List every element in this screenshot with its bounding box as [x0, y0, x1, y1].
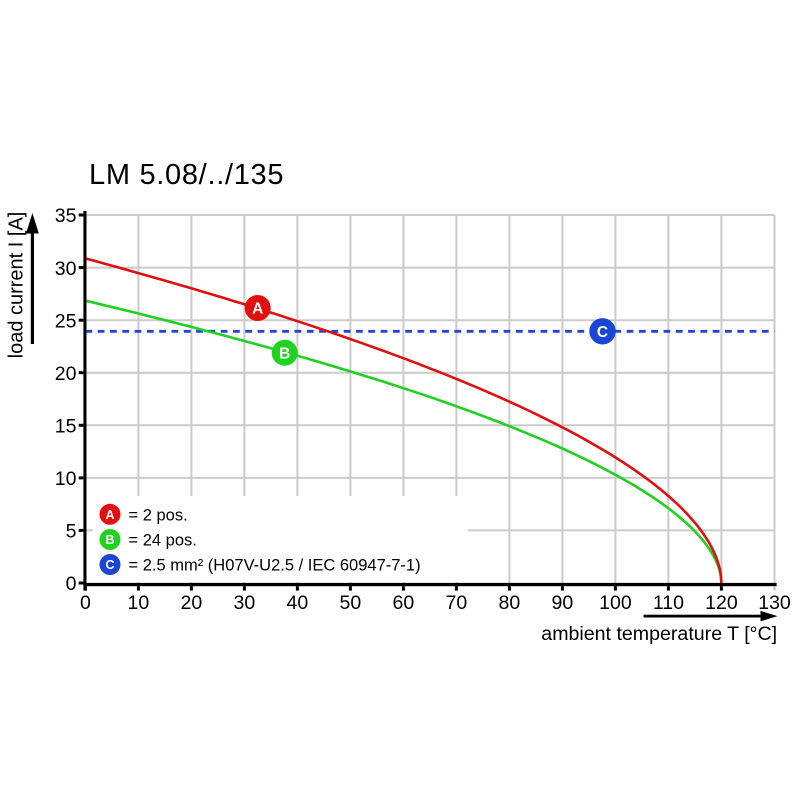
svg-text:C: C [105, 558, 114, 572]
svg-text:0: 0 [66, 573, 77, 595]
svg-text:C: C [597, 324, 608, 341]
svg-text:110: 110 [653, 592, 684, 614]
svg-text:80: 80 [499, 592, 521, 614]
svg-text:15: 15 [55, 416, 77, 438]
svg-text:120: 120 [705, 592, 738, 614]
svg-text:load current I [A]: load current I [A] [6, 212, 28, 359]
svg-text:B: B [279, 345, 290, 362]
svg-text:0: 0 [80, 592, 91, 614]
svg-text:100: 100 [599, 592, 632, 614]
svg-text:30: 30 [234, 592, 256, 614]
svg-text:A: A [252, 301, 263, 318]
svg-text:50: 50 [340, 592, 362, 614]
svg-text:10: 10 [128, 592, 150, 614]
svg-text:70: 70 [446, 592, 468, 614]
svg-text:= 2.5 mm² (H07V-U2.5 / IEC 609: = 2.5 mm² (H07V-U2.5 / IEC 60947-7-1) [129, 557, 421, 575]
svg-text:ambient temperature T [°C]: ambient temperature T [°C] [541, 623, 777, 645]
svg-text:40: 40 [287, 592, 309, 614]
svg-text:35: 35 [55, 205, 77, 227]
svg-text:A: A [105, 508, 114, 522]
svg-text:= 24 pos.: = 24 pos. [129, 532, 197, 550]
svg-text:5: 5 [66, 521, 77, 543]
svg-text:B: B [105, 533, 114, 547]
svg-text:20: 20 [55, 363, 77, 385]
svg-text:20: 20 [181, 592, 203, 614]
svg-text:90: 90 [552, 592, 574, 614]
svg-text:LM 5.08/../135: LM 5.08/../135 [89, 159, 284, 191]
svg-text:10: 10 [55, 468, 77, 490]
svg-text:30: 30 [55, 258, 77, 280]
svg-text:60: 60 [393, 592, 415, 614]
svg-text:25: 25 [55, 310, 77, 332]
svg-text:= 2 pos.: = 2 pos. [129, 506, 188, 524]
svg-text:130: 130 [758, 592, 791, 614]
